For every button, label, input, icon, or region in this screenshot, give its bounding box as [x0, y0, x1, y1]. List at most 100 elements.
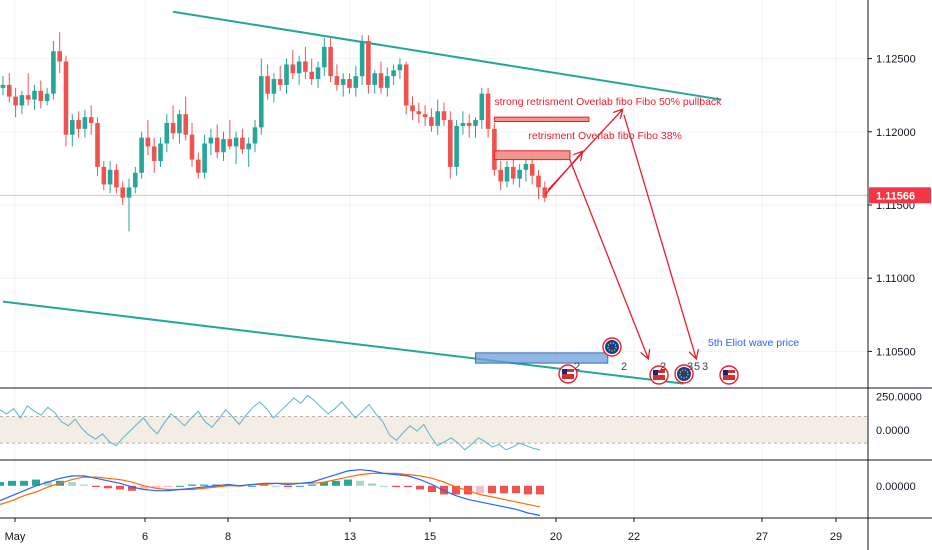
- macd-histogram-bar: [404, 485, 412, 488]
- zone-label: 5th Eliot wave price: [708, 337, 799, 349]
- macd-histogram-bar: [32, 479, 40, 486]
- time-tick-label: 15: [424, 531, 436, 543]
- oscillator-line: [0, 394, 541, 451]
- forecast-arrow: [623, 114, 696, 358]
- candle-body: [517, 169, 522, 179]
- oscillator-tick-label: 250.0000: [876, 392, 922, 404]
- candle-body: [57, 51, 62, 62]
- macd-histogram-bar: [8, 480, 16, 486]
- candle-body: [246, 143, 251, 150]
- event-badge: 5: [694, 361, 700, 373]
- candle-body: [429, 117, 434, 126]
- grid: [0, 0, 868, 518]
- candle-body: [101, 166, 107, 185]
- candle-body: [498, 169, 503, 182]
- candle-body: [353, 76, 359, 88]
- macd-histogram-bar: [260, 484, 268, 486]
- us-flag-stripe: [562, 372, 574, 374]
- candle-body: [151, 146, 157, 162]
- candle-body: [7, 84, 12, 97]
- candle-body: [385, 76, 390, 88]
- candle-body: [397, 64, 403, 71]
- zone-label: strong retrisment Overlab fibo Fibo 50% …: [494, 96, 722, 108]
- oscillator-pane: [0, 394, 868, 451]
- candle-body: [366, 40, 371, 85]
- candle-body: [214, 137, 220, 153]
- event-badge: 2: [621, 361, 627, 373]
- candles: [0, 32, 548, 232]
- macd-histogram-bar: [212, 484, 220, 486]
- candle-body: [19, 95, 25, 106]
- candle-body: [38, 90, 44, 102]
- time-tick-label: 8: [225, 531, 231, 543]
- forecast-arrow: [569, 159, 648, 358]
- candle-body: [441, 111, 447, 121]
- us-flag-canton: [562, 369, 567, 374]
- macd-histogram-bar: [152, 485, 160, 489]
- macd-histogram-bar: [116, 485, 124, 490]
- candle-body: [139, 137, 144, 173]
- candle-body: [227, 139, 233, 147]
- macd-histogram-bar: [80, 484, 88, 486]
- event-badge: 3: [702, 361, 708, 373]
- candle-body: [328, 46, 333, 77]
- candle-body: [88, 117, 94, 123]
- candle-body: [233, 137, 239, 147]
- candle-body: [196, 159, 201, 173]
- candle-body: [158, 143, 163, 162]
- candle-body: [208, 137, 214, 144]
- candle-body: [542, 187, 548, 198]
- time-tick-label: 20: [550, 531, 562, 543]
- candle-body: [32, 90, 37, 100]
- candle-body: [183, 114, 188, 135]
- candle-body: [284, 64, 289, 85]
- candle-body: [454, 125, 459, 167]
- time-tick-label: 22: [628, 531, 640, 543]
- macd-histogram-bar: [224, 484, 232, 486]
- candle-body: [340, 79, 346, 85]
- oscillator-tick-label: 0.0000: [876, 425, 910, 437]
- macd-histogram-bar: [92, 485, 100, 488]
- candle-body: [25, 95, 31, 100]
- candle-body: [504, 166, 510, 182]
- candle-body: [170, 122, 176, 134]
- candle-body: [309, 71, 314, 80]
- macd-histogram-bar: [140, 485, 148, 490]
- macd-histogram-bar: [272, 485, 280, 487]
- macd-histogram-bar: [488, 485, 496, 494]
- macd-histogram-bar: [476, 485, 484, 494]
- candle-body: [51, 51, 56, 94]
- macd-histogram-bar: [200, 484, 208, 486]
- candle-body: [403, 64, 409, 106]
- candle-body: [82, 117, 88, 129]
- candle-body: [479, 93, 485, 121]
- candle-body: [63, 61, 69, 135]
- macd-histogram-bar: [164, 485, 172, 488]
- candle-body: [529, 163, 535, 176]
- eu-flag-stars: [679, 369, 689, 379]
- candle-body: [70, 120, 75, 135]
- candle-body: [372, 73, 377, 85]
- macd-histogram-bar: [524, 485, 532, 495]
- candle-body: [177, 114, 182, 134]
- channel-upper-line: [172, 10, 722, 101]
- time-tick-label: 29: [830, 531, 842, 543]
- candle-body: [511, 166, 516, 179]
- candle-body: [44, 93, 50, 102]
- candle-body: [536, 175, 541, 188]
- oscillator-band: [0, 416, 868, 444]
- price-tick-label: 1.11000: [876, 273, 915, 285]
- current-price-tag: [869, 187, 931, 204]
- candle-body: [473, 120, 478, 126]
- time-tick-label: 13: [344, 531, 356, 543]
- time-tick-label: May: [5, 531, 26, 543]
- candle-body: [359, 40, 365, 77]
- event-badge: 2: [660, 361, 666, 373]
- macd-histogram-bar: [0, 482, 4, 486]
- macd-pane: [0, 469, 544, 517]
- macd-histogram-bar: [344, 479, 352, 486]
- candle-body: [334, 76, 340, 85]
- candle-body: [460, 122, 466, 126]
